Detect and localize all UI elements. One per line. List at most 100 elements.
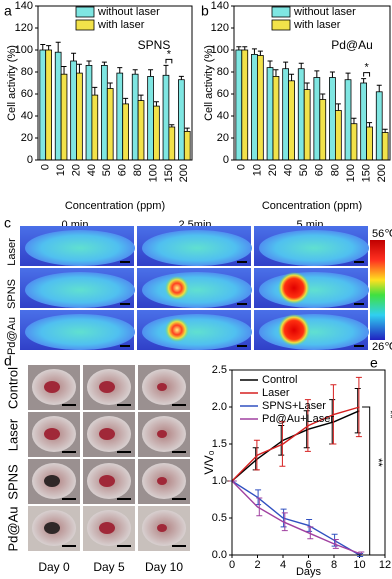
- error-bar: [314, 70, 320, 78]
- thermal-body: [259, 314, 369, 350]
- column-label: Day 5: [93, 560, 125, 574]
- error-bar: [303, 410, 310, 449]
- error-bar: [178, 75, 184, 80]
- significance-label: **: [384, 410, 392, 419]
- x-tick-label: 0: [40, 164, 52, 170]
- bar: [39, 49, 47, 161]
- tumor: [44, 428, 60, 440]
- thermal-panel: c 0 min 2.5min 5 min Laser SPNS Pd@Au 56…: [4, 215, 392, 355]
- y-tick-label: 100: [15, 44, 33, 56]
- tumor: [44, 475, 60, 487]
- error-bar: [92, 86, 98, 96]
- column-label: Day 10: [145, 560, 183, 574]
- plot-frame: [231, 369, 386, 556]
- error-bar: [273, 69, 279, 77]
- y-tick-label: 100: [211, 44, 229, 56]
- legend-label: with laser: [97, 19, 145, 31]
- error-bar: [289, 73, 295, 81]
- y-tick-label: 20: [21, 132, 33, 144]
- tumor: [157, 430, 167, 438]
- y-tick-label: 0.0: [212, 549, 227, 561]
- error-bar: [138, 94, 144, 101]
- row-label: Laser: [6, 238, 18, 266]
- panel-label: b: [201, 3, 209, 19]
- plot-frame: [37, 5, 193, 161]
- x-tick-label: 60: [117, 164, 129, 176]
- bar: [381, 132, 389, 161]
- error-bar: [55, 41, 61, 53]
- y-tick-label: 60: [21, 88, 33, 100]
- bar: [350, 123, 358, 161]
- y-axis-label: Cell activity (%): [203, 45, 215, 121]
- series-line: [231, 406, 360, 482]
- bar: [106, 88, 114, 161]
- bar: [303, 89, 311, 161]
- annotation: SPNS: [138, 38, 171, 52]
- significance-bracket: [363, 72, 371, 77]
- error-bar: [46, 45, 52, 50]
- y-tick-label: 1.5: [212, 438, 227, 450]
- error-bar: [332, 538, 339, 549]
- x-tick-label: 10: [55, 164, 67, 176]
- bar: [60, 73, 68, 161]
- error-bar: [304, 82, 310, 90]
- panel-label: a: [4, 3, 12, 19]
- row-label: SPNS: [6, 279, 18, 309]
- error-bar: [123, 97, 129, 104]
- x-tick-label: 80: [132, 164, 144, 176]
- x-axis-label: Days: [296, 566, 322, 578]
- y-tick-label: 2.5: [212, 364, 227, 376]
- error-bar: [280, 508, 287, 528]
- legend-label: Control: [262, 374, 297, 386]
- bar: [76, 72, 83, 161]
- thermal-body: [25, 230, 135, 266]
- error-bar: [101, 61, 107, 66]
- bar: [183, 130, 191, 161]
- thermal-body: [259, 230, 369, 266]
- error-bar: [281, 512, 288, 532]
- error-bar: [355, 376, 362, 438]
- error-bar: [361, 78, 367, 83]
- y-tick-label: 120: [15, 22, 33, 34]
- hot-spot: [278, 314, 310, 346]
- bar: [319, 99, 327, 161]
- x-tick-label: 10: [353, 559, 365, 571]
- error-bar: [307, 526, 314, 540]
- bar: [131, 73, 139, 161]
- y-axis-label: V/V₀: [202, 450, 216, 474]
- colorbar-max: 56℃: [372, 228, 392, 240]
- error-bar: [40, 44, 46, 50]
- x-tick-label: 12: [379, 559, 391, 571]
- x-tick-label: 150: [361, 164, 373, 182]
- bar: [85, 65, 93, 161]
- thermal-body: [25, 272, 135, 308]
- bar: [91, 94, 99, 161]
- error-bar: [335, 103, 341, 111]
- x-axis-label: Concentration (ppm): [262, 200, 362, 212]
- x-tick-label: 0: [236, 164, 248, 170]
- x-tick-label: 100: [345, 164, 357, 182]
- thermal-body: [259, 272, 369, 308]
- x-tick-label: 2: [254, 559, 260, 571]
- tumor: [99, 475, 115, 487]
- bar: [334, 110, 342, 161]
- error-bar: [306, 518, 313, 532]
- thermal-body: [142, 314, 252, 350]
- significance-label: *: [364, 62, 369, 74]
- legend-label: without laser: [293, 6, 356, 18]
- tumor: [44, 381, 60, 393]
- row-label: SPNS: [5, 464, 20, 500]
- bar: [178, 79, 185, 161]
- y-tick-label: 0.5: [212, 512, 227, 524]
- legend-label: with laser: [293, 19, 341, 31]
- x-tick-label: 0: [229, 559, 235, 571]
- panel-label: e: [370, 355, 378, 371]
- error-bar: [329, 71, 335, 78]
- y-tick-label: 0: [27, 154, 33, 166]
- bar: [137, 100, 145, 161]
- hot-spot: [165, 276, 189, 300]
- error-bar: [279, 421, 286, 467]
- panel-label: c: [4, 215, 11, 231]
- x-tick-label: 150: [163, 164, 175, 182]
- tumor: [99, 381, 115, 393]
